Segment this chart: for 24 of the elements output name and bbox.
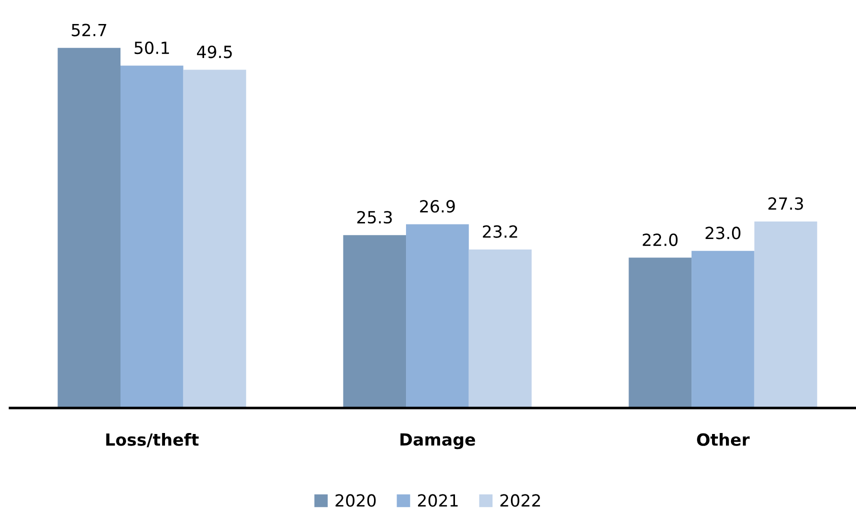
bar [58, 48, 120, 408]
data-label: 26.9 [420, 200, 455, 213]
data-label: 23.2 [482, 225, 518, 238]
data-label: 49.5 [196, 46, 232, 58]
bar [120, 66, 184, 408]
data-label: 52.7 [72, 24, 106, 36]
bar [406, 224, 469, 408]
legend-label: 2021 [418, 494, 458, 507]
bar [343, 235, 406, 408]
data-label: 27.3 [768, 197, 803, 210]
x-tick-label: Other [697, 433, 750, 446]
data-label: 22.0 [642, 234, 678, 246]
data-label: 23.0 [706, 226, 740, 240]
data-label: 25.3 [357, 210, 392, 224]
legend-label: 2022 [500, 494, 540, 507]
bar [628, 258, 692, 408]
legend-label: 2020 [336, 494, 376, 507]
bar [468, 249, 532, 408]
data-label: 50.1 [134, 41, 169, 54]
bar [692, 250, 754, 408]
x-tick-label: Loss/theft [106, 433, 199, 448]
x-tick-label: Damage [400, 433, 476, 450]
bar [754, 221, 818, 408]
bar [183, 70, 246, 408]
